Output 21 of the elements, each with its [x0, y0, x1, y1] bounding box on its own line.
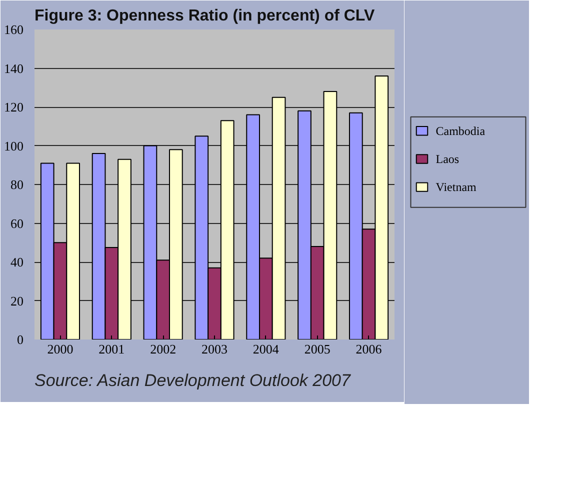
legend-label: Cambodia — [436, 124, 486, 138]
x-tick-label: 2003 — [202, 342, 228, 356]
y-tick-label: 80 — [10, 177, 24, 192]
y-tick-label: 0 — [17, 332, 24, 347]
y-tick-label: 140 — [4, 60, 24, 76]
y-tick-label: 120 — [4, 100, 24, 114]
legend-label: Vietnam — [436, 180, 478, 194]
x-tick-label: 2005 — [304, 342, 330, 356]
y-tick-label: 40 — [10, 254, 24, 270]
x-tick-label: 2000 — [47, 342, 74, 356]
x-tick-label: 2002 — [150, 342, 176, 356]
source-note: Source: Asian Development Outlook 2007 — [34, 371, 351, 390]
x-tick-label: 2001 — [98, 342, 125, 356]
chart-title: Figure 3: Openness Ratio (in percent) of CLV — [34, 8, 376, 24]
y-tick-label: 20 — [10, 293, 24, 308]
y-tick-label: 60 — [10, 216, 24, 231]
y-tick-label: 100 — [4, 138, 24, 154]
legend-label: Laos — [436, 152, 460, 166]
x-tick-label: 2004 — [252, 342, 280, 356]
x-tick-label: 2006 — [356, 342, 382, 356]
y-tick-label: 160 — [4, 22, 24, 37]
